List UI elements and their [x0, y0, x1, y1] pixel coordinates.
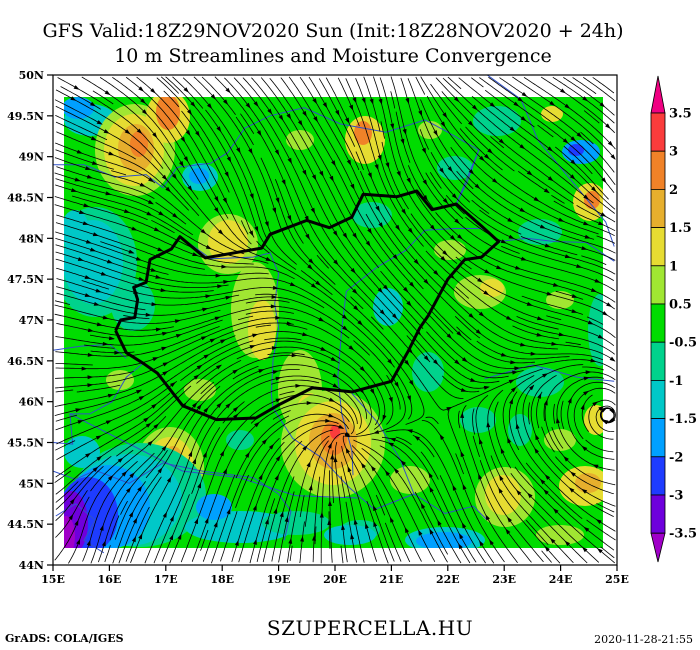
colorbar-label: -3 — [669, 489, 683, 504]
x-tick-label: 17E — [154, 573, 178, 586]
site-watermark: SZUPERCELLA.HU — [266, 616, 474, 640]
colorbar-segment — [650, 456, 666, 496]
colorbar-arrow-top — [650, 75, 666, 114]
blue-line — [53, 107, 480, 205]
colorbar-segment — [650, 341, 666, 381]
colorbar-segment — [650, 418, 666, 458]
streamline-arrowheads — [68, 85, 616, 554]
streamline-bundle — [54, 76, 616, 425]
streamline-bundle — [54, 441, 616, 564]
blue-line — [498, 237, 615, 262]
y-tick-label: 45.5N — [7, 437, 44, 450]
blue-line — [487, 75, 615, 247]
y-tick-label: 49N — [19, 151, 44, 164]
y-tick-label: 45N — [19, 477, 44, 490]
colorbar-label: 3 — [669, 145, 678, 160]
colorbar: 3.5 3 2 1.5 1 0.5 -0.5 -1 -1.5 -2 -3 -3.5 — [650, 75, 697, 563]
y-tick-label: 44N — [19, 559, 44, 572]
colorbar-segment — [650, 303, 666, 343]
x-tick-label: 24E — [549, 573, 573, 586]
colorbar-label: 0.5 — [669, 298, 692, 313]
colorbar-label: 3.5 — [669, 107, 692, 122]
colorbar-label: 2 — [669, 183, 678, 198]
blue-line — [484, 364, 615, 382]
x-tick-label: 19E — [267, 573, 291, 586]
axis-ticks-and-labels: 15E 16E 17E 18E 19E 20E 21E 22E 23E 24E 25E 50N 49.5… — [7, 69, 629, 586]
colorbar-label: -3.5 — [669, 527, 697, 542]
streamline-bundle — [54, 326, 616, 564]
blue-line — [95, 462, 292, 541]
colorbar-segment — [650, 227, 666, 267]
hungary-border — [114, 189, 501, 422]
colorbar-label: 1.5 — [669, 221, 692, 236]
colorbar-label: -1.5 — [669, 412, 697, 427]
blue-line — [55, 503, 105, 554]
blue-line — [53, 343, 127, 359]
x-tick-label: 16E — [98, 573, 122, 586]
colorbar-label: -0.5 — [669, 336, 697, 351]
y-tick-label: 47.5N — [7, 273, 44, 286]
y-tick-label: 49.5N — [7, 110, 44, 123]
x-tick-label: 21E — [380, 573, 404, 586]
y-tick-label: 46N — [19, 396, 44, 409]
map-title-variable: 10 m Streamlines and Moisture Convergenc… — [114, 45, 552, 67]
x-tick-label: 18E — [210, 573, 234, 586]
colorbar-label: -1 — [669, 374, 683, 389]
colorbar-segment — [650, 494, 666, 534]
generation-timestamp: 2020-11-28-21:55 — [594, 633, 693, 646]
grads-credit: GrADS: COLA/IGES — [5, 632, 124, 645]
x-tick-label: 20E — [323, 573, 347, 586]
colorbar-segment — [650, 265, 666, 305]
colorbar-segment — [650, 188, 666, 228]
y-tick-label: 47N — [19, 314, 44, 327]
x-tick-label: 25E — [605, 573, 629, 586]
blue-line — [53, 362, 144, 445]
y-tick-label: 46.5N — [7, 355, 44, 368]
colorbar-label: 1 — [669, 259, 678, 274]
x-tick-label: 22E — [436, 573, 460, 586]
colorbar-segment — [650, 379, 666, 419]
colorbar-label: -2 — [669, 450, 683, 465]
map-title-validity: GFS Valid:18Z29NOV2020 Sun (Init:18Z28NO… — [42, 20, 624, 42]
y-tick-label: 48N — [19, 232, 44, 245]
moisture-convergence-shading — [64, 97, 603, 548]
x-tick-label: 23E — [492, 573, 516, 586]
x-tick-label: 15E — [41, 573, 65, 586]
colorbar-segment — [650, 112, 666, 152]
blue-line — [455, 149, 480, 205]
y-tick-label: 44.5N — [7, 518, 44, 531]
y-tick-label: 50N — [19, 69, 44, 82]
colorbar-segment — [650, 150, 666, 190]
y-tick-label: 48.5N — [7, 192, 44, 205]
colorbar-arrow-bottom — [650, 532, 666, 563]
streamlines-layer — [54, 76, 616, 564]
